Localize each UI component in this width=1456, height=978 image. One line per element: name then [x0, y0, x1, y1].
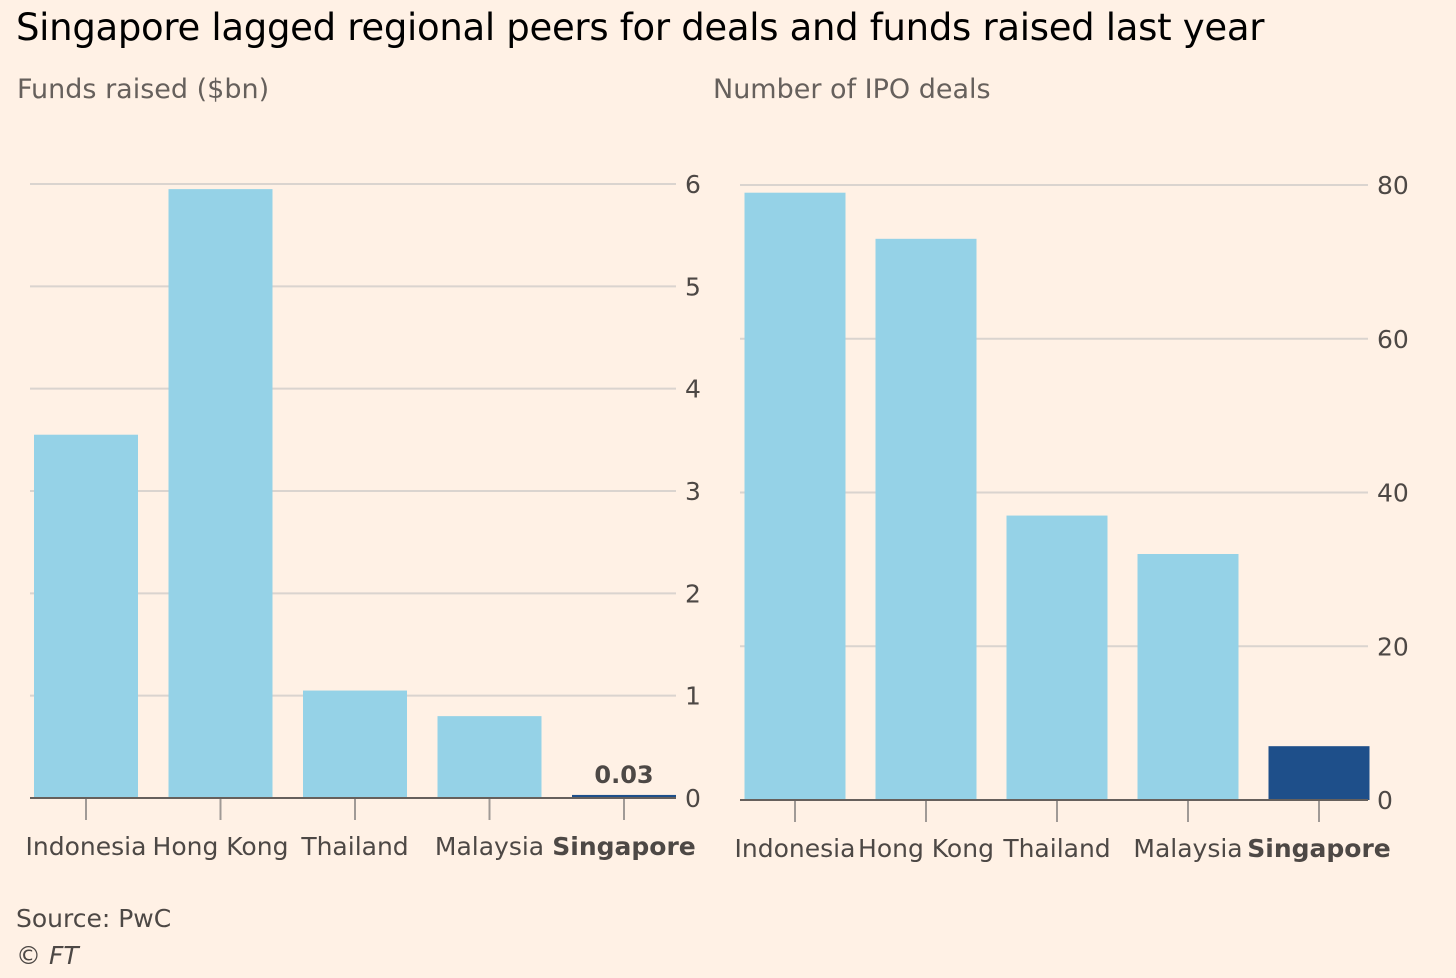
- y-tick-label: 40: [1377, 479, 1409, 508]
- funds-raised-chart: 0 1 2 3 4 5 6 Indonesia Hong Kong Thailand Malaysi…: [26, 170, 701, 861]
- y-tick-label: 0: [685, 784, 701, 813]
- x-tick-label: Malaysia: [1133, 834, 1242, 863]
- bar-hong-kong: [168, 189, 273, 798]
- y-tick-label: 1: [685, 682, 701, 711]
- y-tick-label: 5: [685, 272, 701, 301]
- bar-indonesia: [744, 192, 846, 800]
- x-tick-label: Indonesia: [26, 832, 147, 861]
- bar-thailand: [303, 690, 407, 798]
- source-note: Source: PwC: [16, 904, 172, 933]
- bar-thailand: [1006, 515, 1108, 800]
- bar-singapore: [1268, 746, 1370, 800]
- left-chart-subtitle: Funds raised ($bn): [17, 74, 270, 105]
- y-tick-label: 4: [685, 375, 701, 404]
- bar-malaysia: [1137, 554, 1239, 800]
- ipo-deals-chart: 0 20 40 60 80 Indonesia Hong Kong Thailand Malay…: [735, 171, 1409, 863]
- data-label: 0.03: [594, 761, 653, 789]
- bar-malaysia: [437, 716, 542, 798]
- x-tick-label: Hong Kong: [858, 834, 994, 863]
- right-chart-subtitle: Number of IPO deals: [713, 74, 991, 105]
- x-tick-label: Indonesia: [735, 834, 856, 863]
- y-tick-label: 6: [685, 170, 701, 199]
- x-tick-label: Singapore: [1247, 834, 1391, 863]
- bar-singapore: [572, 794, 676, 798]
- bar-indonesia: [34, 434, 138, 798]
- x-tick-label: Thailand: [300, 832, 408, 861]
- y-tick-label: 20: [1377, 632, 1409, 661]
- x-tick-label: Singapore: [552, 832, 696, 861]
- copyright-credit: © FT: [16, 941, 79, 970]
- chart-title: Singapore lagged regional peers for deal…: [16, 6, 1265, 49]
- y-tick-label: 3: [685, 477, 701, 506]
- y-tick-label: 80: [1377, 171, 1409, 200]
- y-tick-label: 60: [1377, 325, 1409, 354]
- bar-hong-kong: [875, 238, 977, 800]
- y-tick-label: 2: [685, 579, 701, 608]
- y-tick-label: 0: [1377, 786, 1393, 815]
- x-tick-label: Thailand: [1002, 834, 1110, 863]
- x-tick-label: Malaysia: [435, 832, 544, 861]
- x-tick-label: Hong Kong: [153, 832, 289, 861]
